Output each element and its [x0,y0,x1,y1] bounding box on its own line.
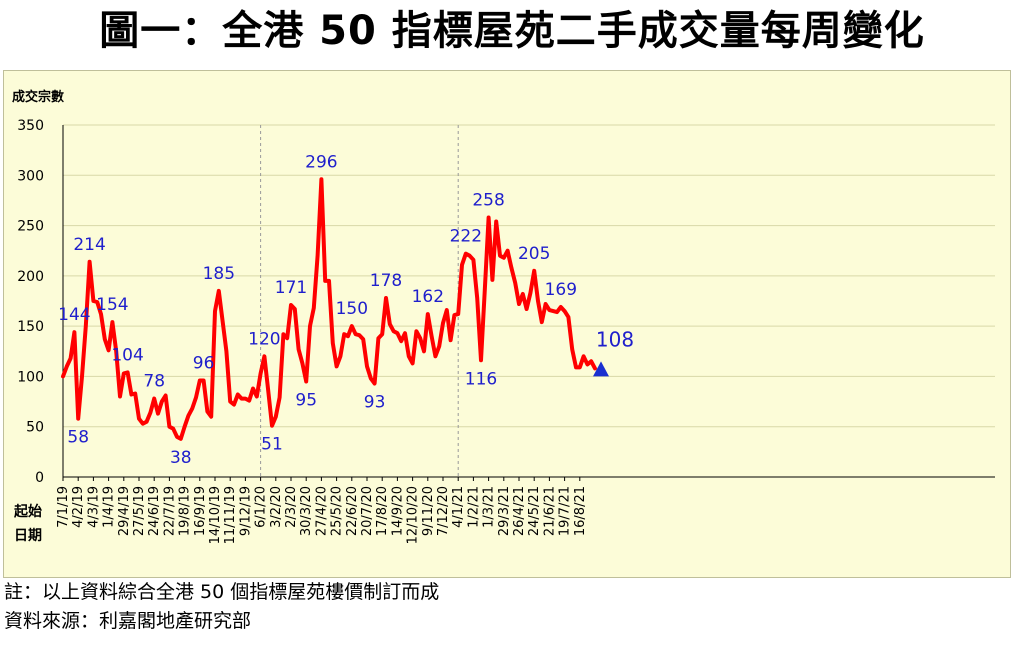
x-tick-label: 6/1/20 [254,486,269,528]
x-tick-label: 24/6/19 [147,486,162,536]
y-tick-label: 200 [17,269,44,285]
chart-area [3,70,1011,578]
x-tick-label: 19/7/21 [558,486,573,536]
y-tick-label: 250 [17,219,44,235]
data-label: 38 [170,448,192,468]
series-line [61,177,609,441]
y-tick-label: 50 [26,420,44,436]
data-label: 185 [203,264,235,284]
data-label: 162 [412,287,444,307]
x-tick-label: 9/11/20 [421,486,436,536]
x-tick-label: 24/5/21 [527,486,542,536]
data-label: 51 [261,435,283,455]
data-label: 154 [96,295,128,315]
x-tick-label: 27/4/20 [314,486,329,536]
data-label: 93 [364,392,386,412]
chart-title: 圖一：全港 50 指標屋苑二手成交量每周變化 [99,8,925,54]
y-tick-label: 300 [17,168,44,184]
x-tick-label: 16/8/21 [573,486,588,536]
grid-lines [63,124,995,478]
x-tick-label: 22/6/20 [345,486,360,536]
x-tick-label: 9/12/19 [238,486,253,536]
x-tick-label: 26/4/21 [512,486,527,536]
x-tick-label: 7/12/20 [436,486,451,536]
y-tick-label: 150 [17,319,44,335]
data-label: 171 [275,278,307,298]
x-tick-label: 21/6/21 [542,486,557,536]
data-label: 104 [111,345,143,365]
x-tick-label: 30/3/20 [299,486,314,536]
source-note: 資料來源：利嘉閣地產研究部 [4,610,252,632]
x-tick-label: 25/5/20 [330,486,345,536]
x-tick-label: 3/2/20 [269,486,284,528]
series-polyline [61,177,597,441]
x-tick-label: 1/2/21 [466,486,481,528]
x-tick-label: 4/3/19 [86,486,101,528]
y-tick-label: 350 [17,118,44,134]
data-label: 120 [248,329,280,349]
x-tick-label: 1/4/19 [102,486,117,528]
data-label: 222 [450,227,482,247]
x-tick-label: 14/10/19 [208,486,223,544]
data-label: 214 [73,235,105,255]
data-label: 144 [58,305,90,325]
x-tick-label: 2/3/20 [284,486,299,528]
footnote: 註：以上資料綜合全港 50 個指標屋苑樓價制訂而成 [4,581,440,603]
x-tick-label: 12/10/20 [406,486,421,544]
x-tick-label: 19/8/19 [178,486,193,536]
x-tick-label: 16/9/19 [193,486,208,536]
data-label: 95 [295,390,317,410]
data-label: 96 [193,353,215,373]
data-label: 150 [336,299,368,319]
x-tick-label: 20/7/20 [360,486,375,536]
x-tick-label: 17/8/20 [375,486,390,536]
x-axis-title-line: 起始 [13,503,42,520]
data-label: 296 [305,152,337,172]
x-tick-label: 29/4/19 [117,486,132,536]
data-label: 178 [370,271,402,291]
data-label: 205 [518,244,550,264]
data-label: 116 [465,369,497,389]
data-label: 258 [472,191,504,211]
end-marker-triangle [593,361,609,377]
y-tick-label: 0 [35,470,44,486]
x-tick-label: 11/11/19 [223,486,238,544]
x-axis-title-line: 日期 [14,528,42,544]
y-axis-title: 成交宗數 [12,89,64,105]
x-tick-label: 27/5/19 [132,486,147,536]
x-tick-label: 7/1/19 [56,486,71,528]
x-tick-label: 4/2/19 [71,486,86,528]
notes: 註：以上資料綜合全港 50 個指標屋苑樓價制訂而成 資料來源：利嘉閣地產研究部 [4,578,439,636]
x-tick-label: 1/3/21 [482,486,497,528]
data-label: 58 [67,428,89,448]
data-label: 78 [143,372,165,392]
data-label: 169 [545,280,577,300]
x-tick-label: 22/7/19 [162,486,177,536]
y-tick-label: 100 [17,369,44,385]
x-tick-label: 4/1/21 [451,486,466,528]
x-tick-label: 14/9/20 [390,486,405,536]
x-tick-label: 29/3/21 [497,486,512,536]
data-label: 108 [596,327,634,351]
